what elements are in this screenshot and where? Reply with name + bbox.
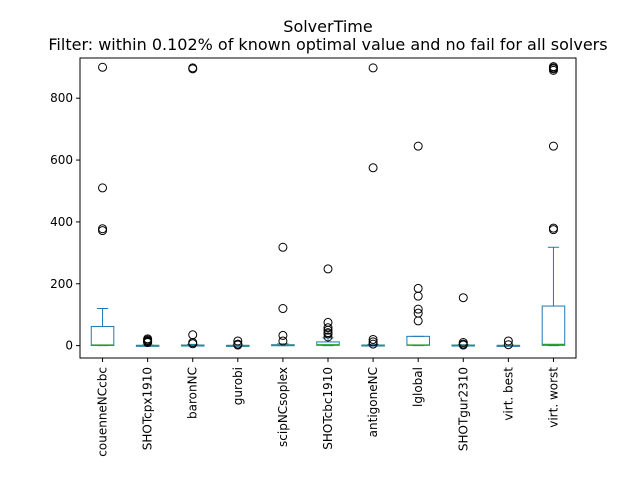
flier-point xyxy=(368,334,378,344)
box-iqr xyxy=(316,341,340,346)
flier-point xyxy=(98,224,108,234)
x-tick-label: couenneNCcbc xyxy=(96,367,110,457)
box-10 xyxy=(541,62,566,347)
flier-point xyxy=(278,336,288,346)
x-tick-label: SHOTcpx1910 xyxy=(141,367,155,450)
box-6 xyxy=(361,63,385,349)
plot-frame xyxy=(79,57,577,359)
flier-point xyxy=(413,283,423,293)
box-0 xyxy=(90,62,115,347)
box-5 xyxy=(316,264,340,347)
flier-point xyxy=(548,225,558,235)
flier-point xyxy=(278,242,288,252)
box-3 xyxy=(226,336,250,350)
y-tick-label: 800 xyxy=(50,91,73,105)
flier-point xyxy=(458,340,468,350)
x-tick-label: virt. worst xyxy=(546,367,560,428)
flier-point xyxy=(233,336,243,346)
flier-point xyxy=(323,325,333,335)
flier-point xyxy=(278,330,288,340)
flier-point xyxy=(413,304,423,314)
x-tick-label: SHOTgur2310 xyxy=(456,367,470,451)
plot-area: 0 200 400 600 800 couenneNCcbc SHOTcpx1910 baro… xyxy=(50,57,577,457)
chart-subtitle: Filter: within 0.102% of known optimal v… xyxy=(48,35,607,54)
x-tick-label: baronNC xyxy=(186,367,200,419)
flier-point xyxy=(323,329,333,339)
box-8 xyxy=(451,293,476,350)
flier-point xyxy=(188,330,198,340)
y-tick-label: 200 xyxy=(50,277,73,291)
box-iqr xyxy=(406,335,430,346)
flier-point xyxy=(413,291,423,301)
flier-point xyxy=(368,163,378,173)
box-7 xyxy=(406,141,430,347)
box-iqr xyxy=(541,305,566,346)
flier-point xyxy=(98,226,108,236)
flier-point xyxy=(323,332,333,342)
x-tick-label: SHOTcbc1910 xyxy=(321,367,335,450)
y-tick-label: 400 xyxy=(50,215,73,229)
box-iqr xyxy=(90,325,115,346)
flier-point xyxy=(548,65,558,75)
flier-point xyxy=(188,339,198,349)
x-tick-label: lglobal xyxy=(411,367,425,407)
flier-point xyxy=(278,304,288,314)
flier-point xyxy=(233,340,243,350)
y-tick-label: 600 xyxy=(50,153,73,167)
flier-point xyxy=(503,340,513,350)
flier-point xyxy=(368,63,378,73)
box-9 xyxy=(496,336,521,350)
flier-point xyxy=(368,337,378,347)
x-tick-label: antigoneNC xyxy=(366,367,380,437)
x-tick-label: virt. best xyxy=(501,367,515,421)
flier-point xyxy=(98,183,108,193)
flier-point xyxy=(503,336,513,346)
flier-point xyxy=(98,62,108,72)
flier-point xyxy=(458,293,468,303)
chart-title: SolverTime xyxy=(283,17,372,36)
flier-point xyxy=(323,323,333,333)
box-2 xyxy=(180,63,205,349)
flier-point xyxy=(413,141,423,151)
box-4 xyxy=(271,242,295,347)
flier-point xyxy=(323,264,333,274)
x-tick-label: scipNCsoplex xyxy=(276,367,290,447)
flier-point xyxy=(188,64,198,74)
box-1 xyxy=(135,334,160,348)
flier-point xyxy=(368,339,378,349)
y-tick-label: 0 xyxy=(65,339,73,353)
flier-point xyxy=(548,141,558,151)
flier-point xyxy=(143,338,153,348)
flier-point xyxy=(413,316,423,326)
x-tick-label: gurobi xyxy=(231,367,245,405)
